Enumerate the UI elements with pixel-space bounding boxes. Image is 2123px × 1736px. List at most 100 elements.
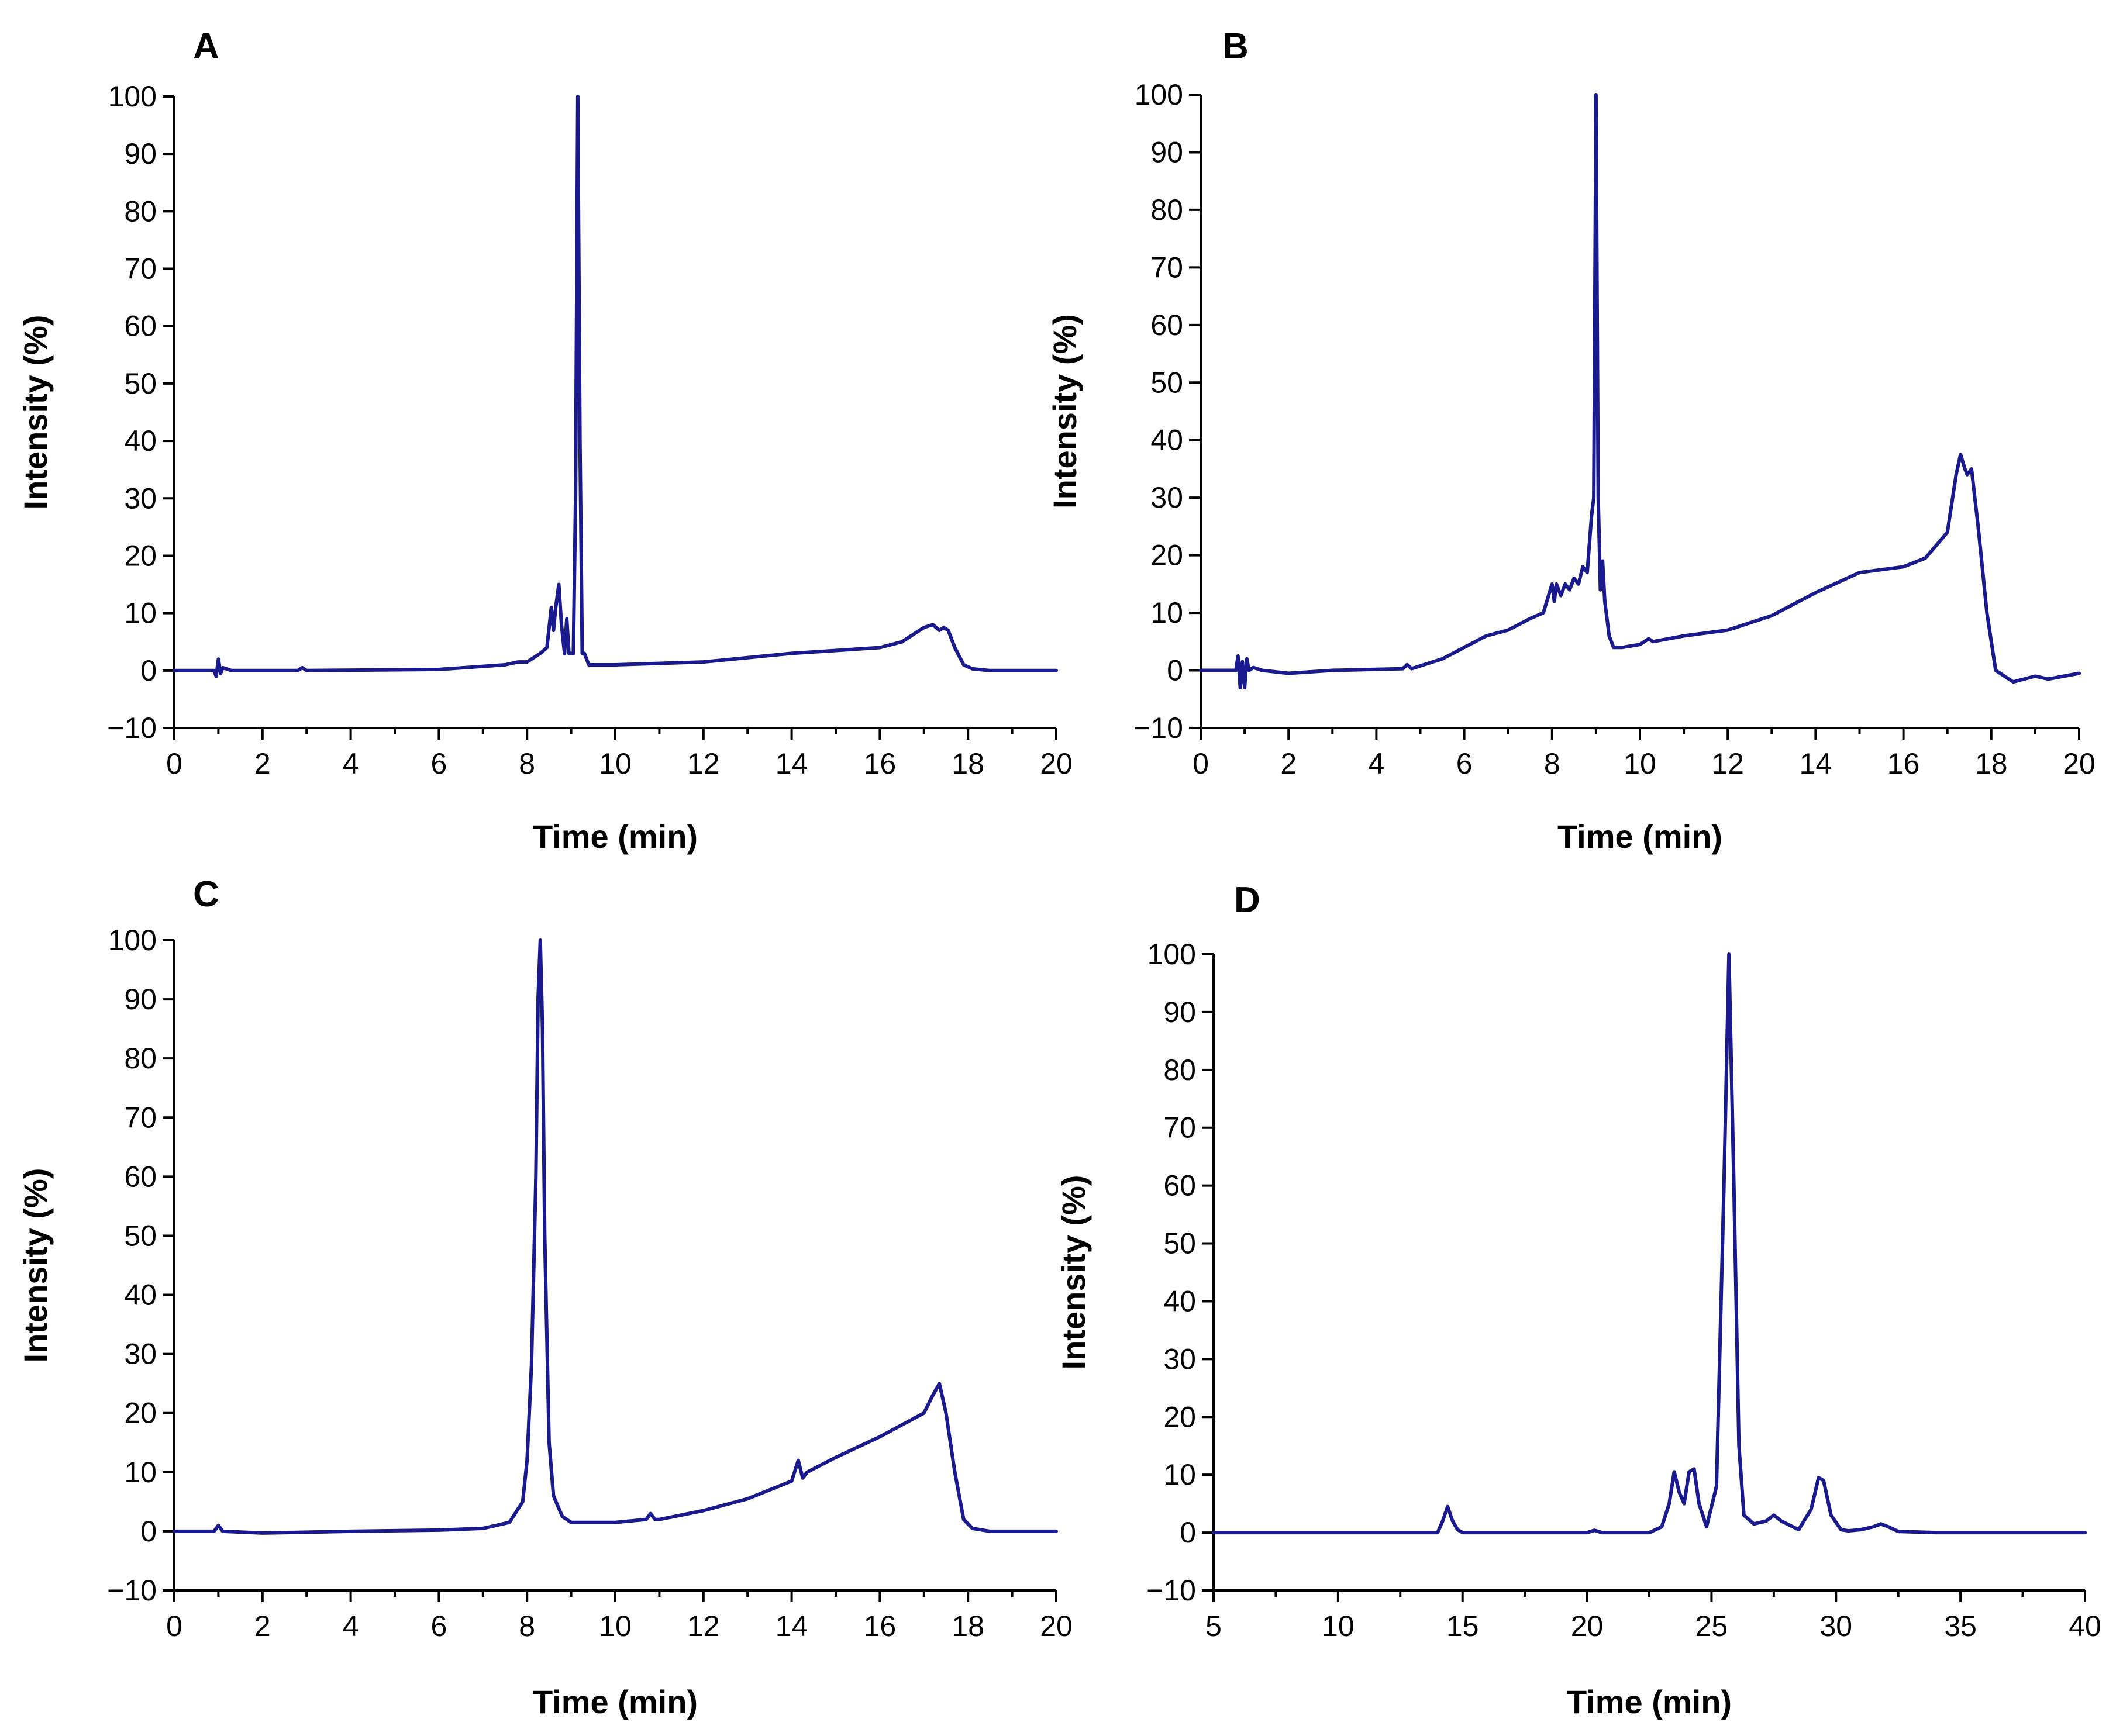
- x-tick-label: 14: [1800, 747, 1832, 780]
- x-tick-label: 4: [1368, 747, 1384, 780]
- y-tick-label: 40: [1163, 1285, 1196, 1317]
- x-tick-label: 10: [599, 1610, 632, 1642]
- y-tick-label: 30: [124, 482, 157, 515]
- x-tick-label: 12: [687, 747, 720, 780]
- y-tick-label: 0: [140, 654, 157, 687]
- x-tick-label: 5: [1205, 1610, 1222, 1642]
- y-tick-label: 90: [1150, 136, 1183, 168]
- panel-letter-a: A: [193, 26, 219, 67]
- y-tick-label: 40: [124, 1279, 157, 1312]
- y-tick-label: 100: [1147, 938, 1196, 971]
- x-axis-title: Time (min): [1567, 1683, 1732, 1720]
- x-tick-label: 6: [430, 747, 447, 780]
- y-tick-label: 50: [124, 1219, 157, 1252]
- panel-a: A −10 0 10 20 30 40 50 60 70 80 90 100 0 2 4 6 8 10 12 14 16 1…: [17, 26, 1073, 855]
- x-tick-label: 20: [1040, 1610, 1073, 1642]
- x-axis-title: Time (min): [533, 818, 698, 855]
- x-tick-label: 0: [1193, 747, 1209, 780]
- y-tick-label: 80: [1150, 194, 1183, 226]
- panel-b: B −10 0 10 20 30 40 50 60 70 80 90 100 0 2 4 6 8 10 12 14 16 1…: [1046, 26, 2096, 855]
- x-tick-label: 2: [254, 1610, 271, 1642]
- x-tick-label: 20: [2063, 747, 2096, 780]
- x-tick-label: 10: [1624, 747, 1656, 780]
- x-tick-label: 10: [599, 747, 632, 780]
- y-tick-label: 30: [1150, 481, 1183, 514]
- y-tick-label: 50: [1150, 366, 1183, 399]
- chromatogram-trace-a: [173, 95, 1058, 678]
- x-tick-label: 16: [864, 1610, 897, 1642]
- x-tick-label: 20: [1040, 747, 1073, 780]
- y-tick-label: 0: [140, 1515, 157, 1548]
- x-tick-label: 18: [1975, 747, 2008, 780]
- panel-letter-c: C: [193, 874, 219, 914]
- x-tick-label: 8: [519, 1610, 535, 1642]
- y-tick-label: −10: [107, 1574, 157, 1607]
- y-tick-label: 20: [124, 539, 157, 572]
- x-tick-label: 30: [1819, 1610, 1852, 1642]
- panel-letter-b: B: [1222, 26, 1249, 67]
- x-tick-label: 18: [952, 747, 984, 780]
- x-tick-label: 4: [343, 1610, 359, 1642]
- y-tick-label: 0: [1167, 654, 1183, 687]
- x-tick-label: 10: [1322, 1610, 1355, 1642]
- y-tick-label: 90: [1163, 996, 1196, 1029]
- y-tick-label: 100: [108, 924, 157, 957]
- y-axis-title: Intensity (%): [1055, 1175, 1092, 1370]
- y-tick-label: 70: [1163, 1112, 1196, 1144]
- x-tick-label: 16: [864, 747, 897, 780]
- y-tick-label: 20: [1163, 1400, 1196, 1433]
- y-tick-label: 80: [124, 195, 157, 227]
- panel-d: D −10 0 10 20 30 40 50 60 70 80 90 100 5 10 15 20 25 30 35 4…: [1055, 880, 2101, 1720]
- x-tick-label: 12: [1711, 747, 1744, 780]
- x-tick-label: 4: [343, 747, 359, 780]
- x-axis-title: Time (min): [1557, 818, 1722, 855]
- panel-letter-d: D: [1234, 880, 1260, 920]
- x-tick-label: 8: [1544, 747, 1560, 780]
- y-tick-label: 90: [124, 983, 157, 1016]
- y-tick-label: 60: [1150, 309, 1183, 341]
- y-tick-label: −10: [107, 712, 157, 744]
- y-tick-label: 70: [1150, 251, 1183, 284]
- y-tick-label: 40: [124, 424, 157, 457]
- y-axis-title: Intensity (%): [17, 1168, 54, 1363]
- x-tick-label: 40: [2069, 1610, 2101, 1642]
- y-tick-label: 60: [124, 310, 157, 343]
- x-tick-label: 2: [254, 747, 271, 780]
- x-tick-label: 20: [1571, 1610, 1604, 1642]
- y-tick-label: 70: [124, 253, 157, 285]
- chromatogram-trace-d: [1212, 952, 2087, 1535]
- x-tick-label: 16: [1887, 747, 1920, 780]
- y-axis-title: Intensity (%): [17, 315, 54, 510]
- x-tick-label: 14: [776, 747, 808, 780]
- chromatogram-trace-b: [1199, 93, 2081, 690]
- x-tick-label: 15: [1446, 1610, 1479, 1642]
- y-tick-label: 60: [124, 1160, 157, 1193]
- x-tick-label: 6: [1456, 747, 1473, 780]
- x-tick-label: 25: [1695, 1610, 1728, 1642]
- x-tick-label: 6: [430, 1610, 447, 1642]
- x-tick-label: 0: [166, 747, 182, 780]
- y-tick-label: 40: [1150, 424, 1183, 457]
- x-tick-label: 14: [776, 1610, 808, 1642]
- x-tick-label: 18: [952, 1610, 984, 1642]
- panel-c: C −10 0 10 20 30 40 50 60 70 80 90 100 0 2 4 6 8 10 12 14 16 1…: [17, 874, 1073, 1720]
- y-tick-label: 50: [124, 367, 157, 400]
- x-tick-label: 8: [519, 747, 535, 780]
- y-tick-label: 50: [1163, 1227, 1196, 1260]
- y-tick-label: 10: [124, 1456, 157, 1489]
- y-tick-label: 10: [1163, 1458, 1196, 1491]
- y-tick-label: 30: [1163, 1342, 1196, 1375]
- y-tick-label: 0: [1180, 1516, 1196, 1549]
- x-tick-label: 0: [166, 1610, 182, 1642]
- chromatogram-trace-c: [173, 938, 1058, 1535]
- y-tick-label: 100: [108, 80, 157, 113]
- x-tick-label: 35: [1944, 1610, 1977, 1642]
- y-axis-title: Intensity (%): [1046, 314, 1083, 509]
- y-tick-label: 80: [1163, 1054, 1196, 1086]
- y-tick-label: 80: [124, 1042, 157, 1075]
- x-tick-label: 12: [687, 1610, 720, 1642]
- y-tick-label: 90: [124, 137, 157, 170]
- y-tick-label: 10: [124, 597, 157, 630]
